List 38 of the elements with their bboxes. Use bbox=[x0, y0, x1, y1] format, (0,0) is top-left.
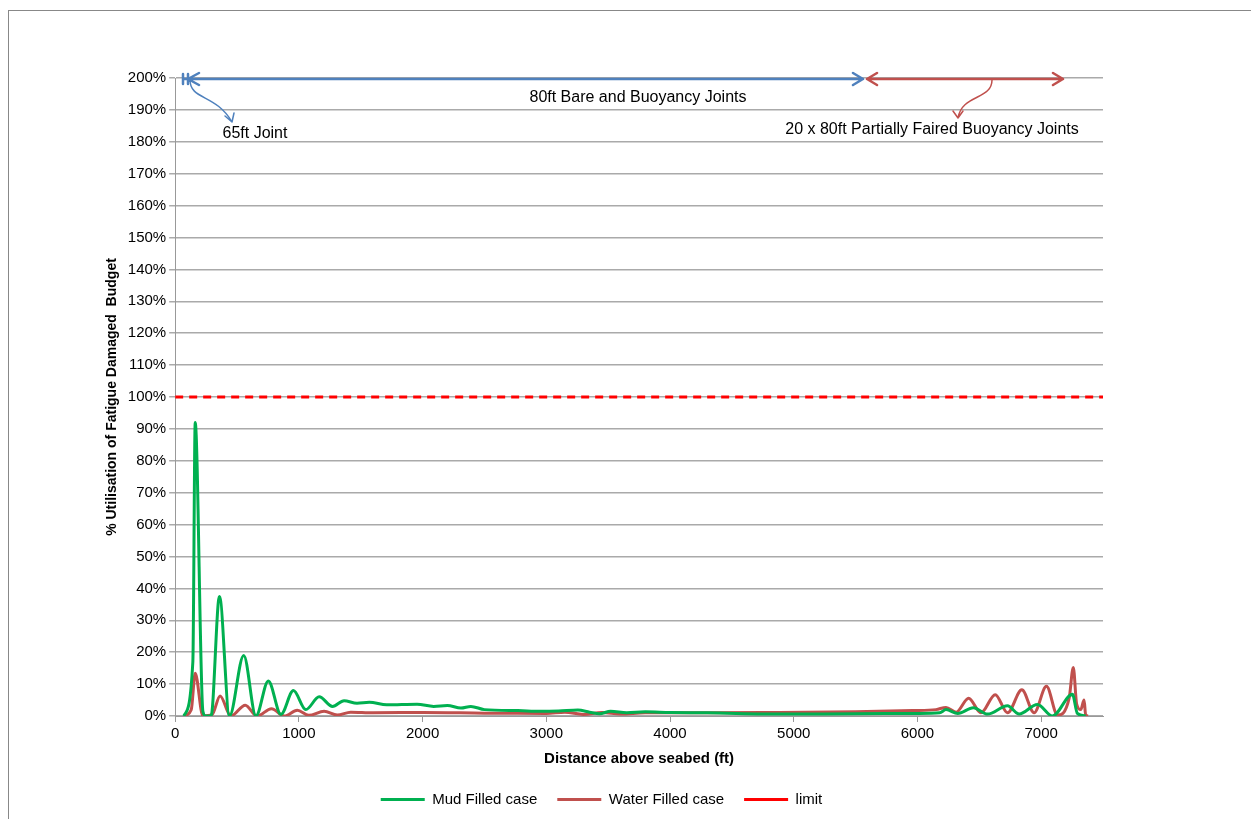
x-tick-label: 5000 bbox=[777, 724, 811, 742]
y-tick-label: 50% bbox=[136, 546, 167, 564]
legend-label: Water Filled case bbox=[608, 789, 725, 807]
y-tick-label: 130% bbox=[127, 291, 167, 309]
y-tick-label: 110% bbox=[128, 355, 167, 373]
y-tick-label: 120% bbox=[127, 323, 167, 341]
y-tick-label: 40% bbox=[136, 578, 167, 596]
annotation: 20 x 80ft Partially Faired Buoyancy Joints bbox=[785, 120, 1079, 138]
x-tick-label: 6000 bbox=[900, 724, 935, 742]
y-tick-label: 190% bbox=[127, 100, 167, 118]
x-tick-label: 1000 bbox=[282, 724, 316, 742]
y-tick-label: 160% bbox=[127, 195, 167, 213]
y-tick-label: 90% bbox=[136, 419, 167, 437]
y-tick-label: 10% bbox=[136, 674, 167, 692]
y-tick-label: 0% bbox=[144, 706, 167, 724]
legend-label: limit bbox=[795, 789, 824, 807]
y-axis-title: % Utilisation of Fatigue Damaged Budget bbox=[103, 257, 120, 536]
y-tick-label: 80% bbox=[136, 450, 167, 468]
x-tick-label: 7000 bbox=[1024, 724, 1058, 742]
y-tick-label: 170% bbox=[127, 163, 167, 181]
annotation: 65ft Joint bbox=[222, 124, 288, 142]
x-tick-label: 4000 bbox=[653, 724, 687, 742]
y-tick-label: 180% bbox=[127, 131, 167, 149]
y-tick-label: 100% bbox=[127, 387, 167, 405]
y-tick-label: 70% bbox=[136, 482, 167, 500]
y-tick-label: 60% bbox=[136, 514, 167, 532]
y-tick-label: 30% bbox=[136, 610, 167, 628]
y-tick-label: 150% bbox=[127, 227, 167, 245]
y-tick-label: 20% bbox=[136, 642, 167, 660]
line-series bbox=[182, 421, 1088, 716]
x-tick-label: 0 bbox=[170, 724, 180, 742]
x-tick-label: 2000 bbox=[405, 724, 440, 742]
y-tick-label: 200% bbox=[127, 68, 167, 86]
annotation: 80ft Bare and Buoyancy Joints bbox=[529, 88, 747, 106]
x-axis-title: Distance above seabed (ft) bbox=[544, 749, 735, 767]
y-tick-label: 140% bbox=[127, 259, 167, 277]
legend-label: Mud Filled case bbox=[432, 789, 538, 807]
x-tick-label: 3000 bbox=[529, 724, 563, 742]
